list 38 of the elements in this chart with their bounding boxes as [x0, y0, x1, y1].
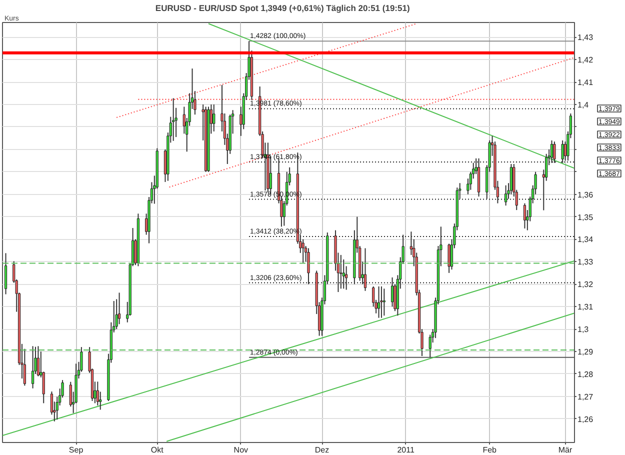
candlestick — [31, 346, 34, 389]
y-tick-label: 1,4 — [578, 100, 590, 110]
y-tick-label: 1,33 — [578, 258, 594, 267]
y-tick-label: 1,31 — [578, 302, 594, 312]
candlestick — [118, 292, 121, 325]
y-tick-label: 1,3 — [578, 325, 590, 334]
y-tick-label: 1,29 — [578, 348, 594, 357]
candlestick — [96, 381, 99, 406]
x-tick-label: Okt — [150, 446, 164, 454]
chart-title: EURUSD - EUR/USD Spot 1,3949 (+0,61%) Täglich 20:51 (19:51) — [155, 3, 410, 13]
candlestick — [99, 391, 102, 410]
candlestick — [4, 252, 8, 295]
candlestick — [23, 348, 26, 386]
candlestick — [380, 286, 383, 318]
candlestick — [302, 238, 304, 264]
y-tick-label: 1,41 — [578, 78, 594, 88]
x-tick-label: Sep — [68, 446, 84, 454]
candlestick — [172, 98, 175, 142]
y-tick-label: 1,36 — [578, 190, 594, 200]
x-tick-label: Dez — [314, 446, 330, 454]
x-tick-label: Mär — [558, 446, 572, 454]
y-tick-label: 1,28 — [578, 370, 594, 379]
candlestick — [523, 202, 526, 229]
candlestick — [212, 104, 216, 132]
x-tick-label: Nov — [234, 446, 248, 454]
candlestick — [36, 346, 40, 377]
x-tick-label: Feb — [482, 446, 498, 454]
candlestick — [377, 286, 380, 318]
candlestick — [448, 243, 450, 274]
candlestick — [382, 288, 386, 316]
x-tick-label: 2011 — [397, 446, 415, 454]
y-tick-label: 1,32 — [578, 280, 594, 290]
y-tick-label: 1,26 — [578, 414, 594, 424]
y-tick-label: 1,42 — [578, 56, 594, 65]
y-tick-label: 1,34 — [578, 235, 594, 244]
y-tick-label: 1,27 — [578, 392, 594, 402]
y-tick-label: 1,43 — [578, 33, 594, 42]
y-tick-label: 1,35 — [578, 212, 594, 222]
